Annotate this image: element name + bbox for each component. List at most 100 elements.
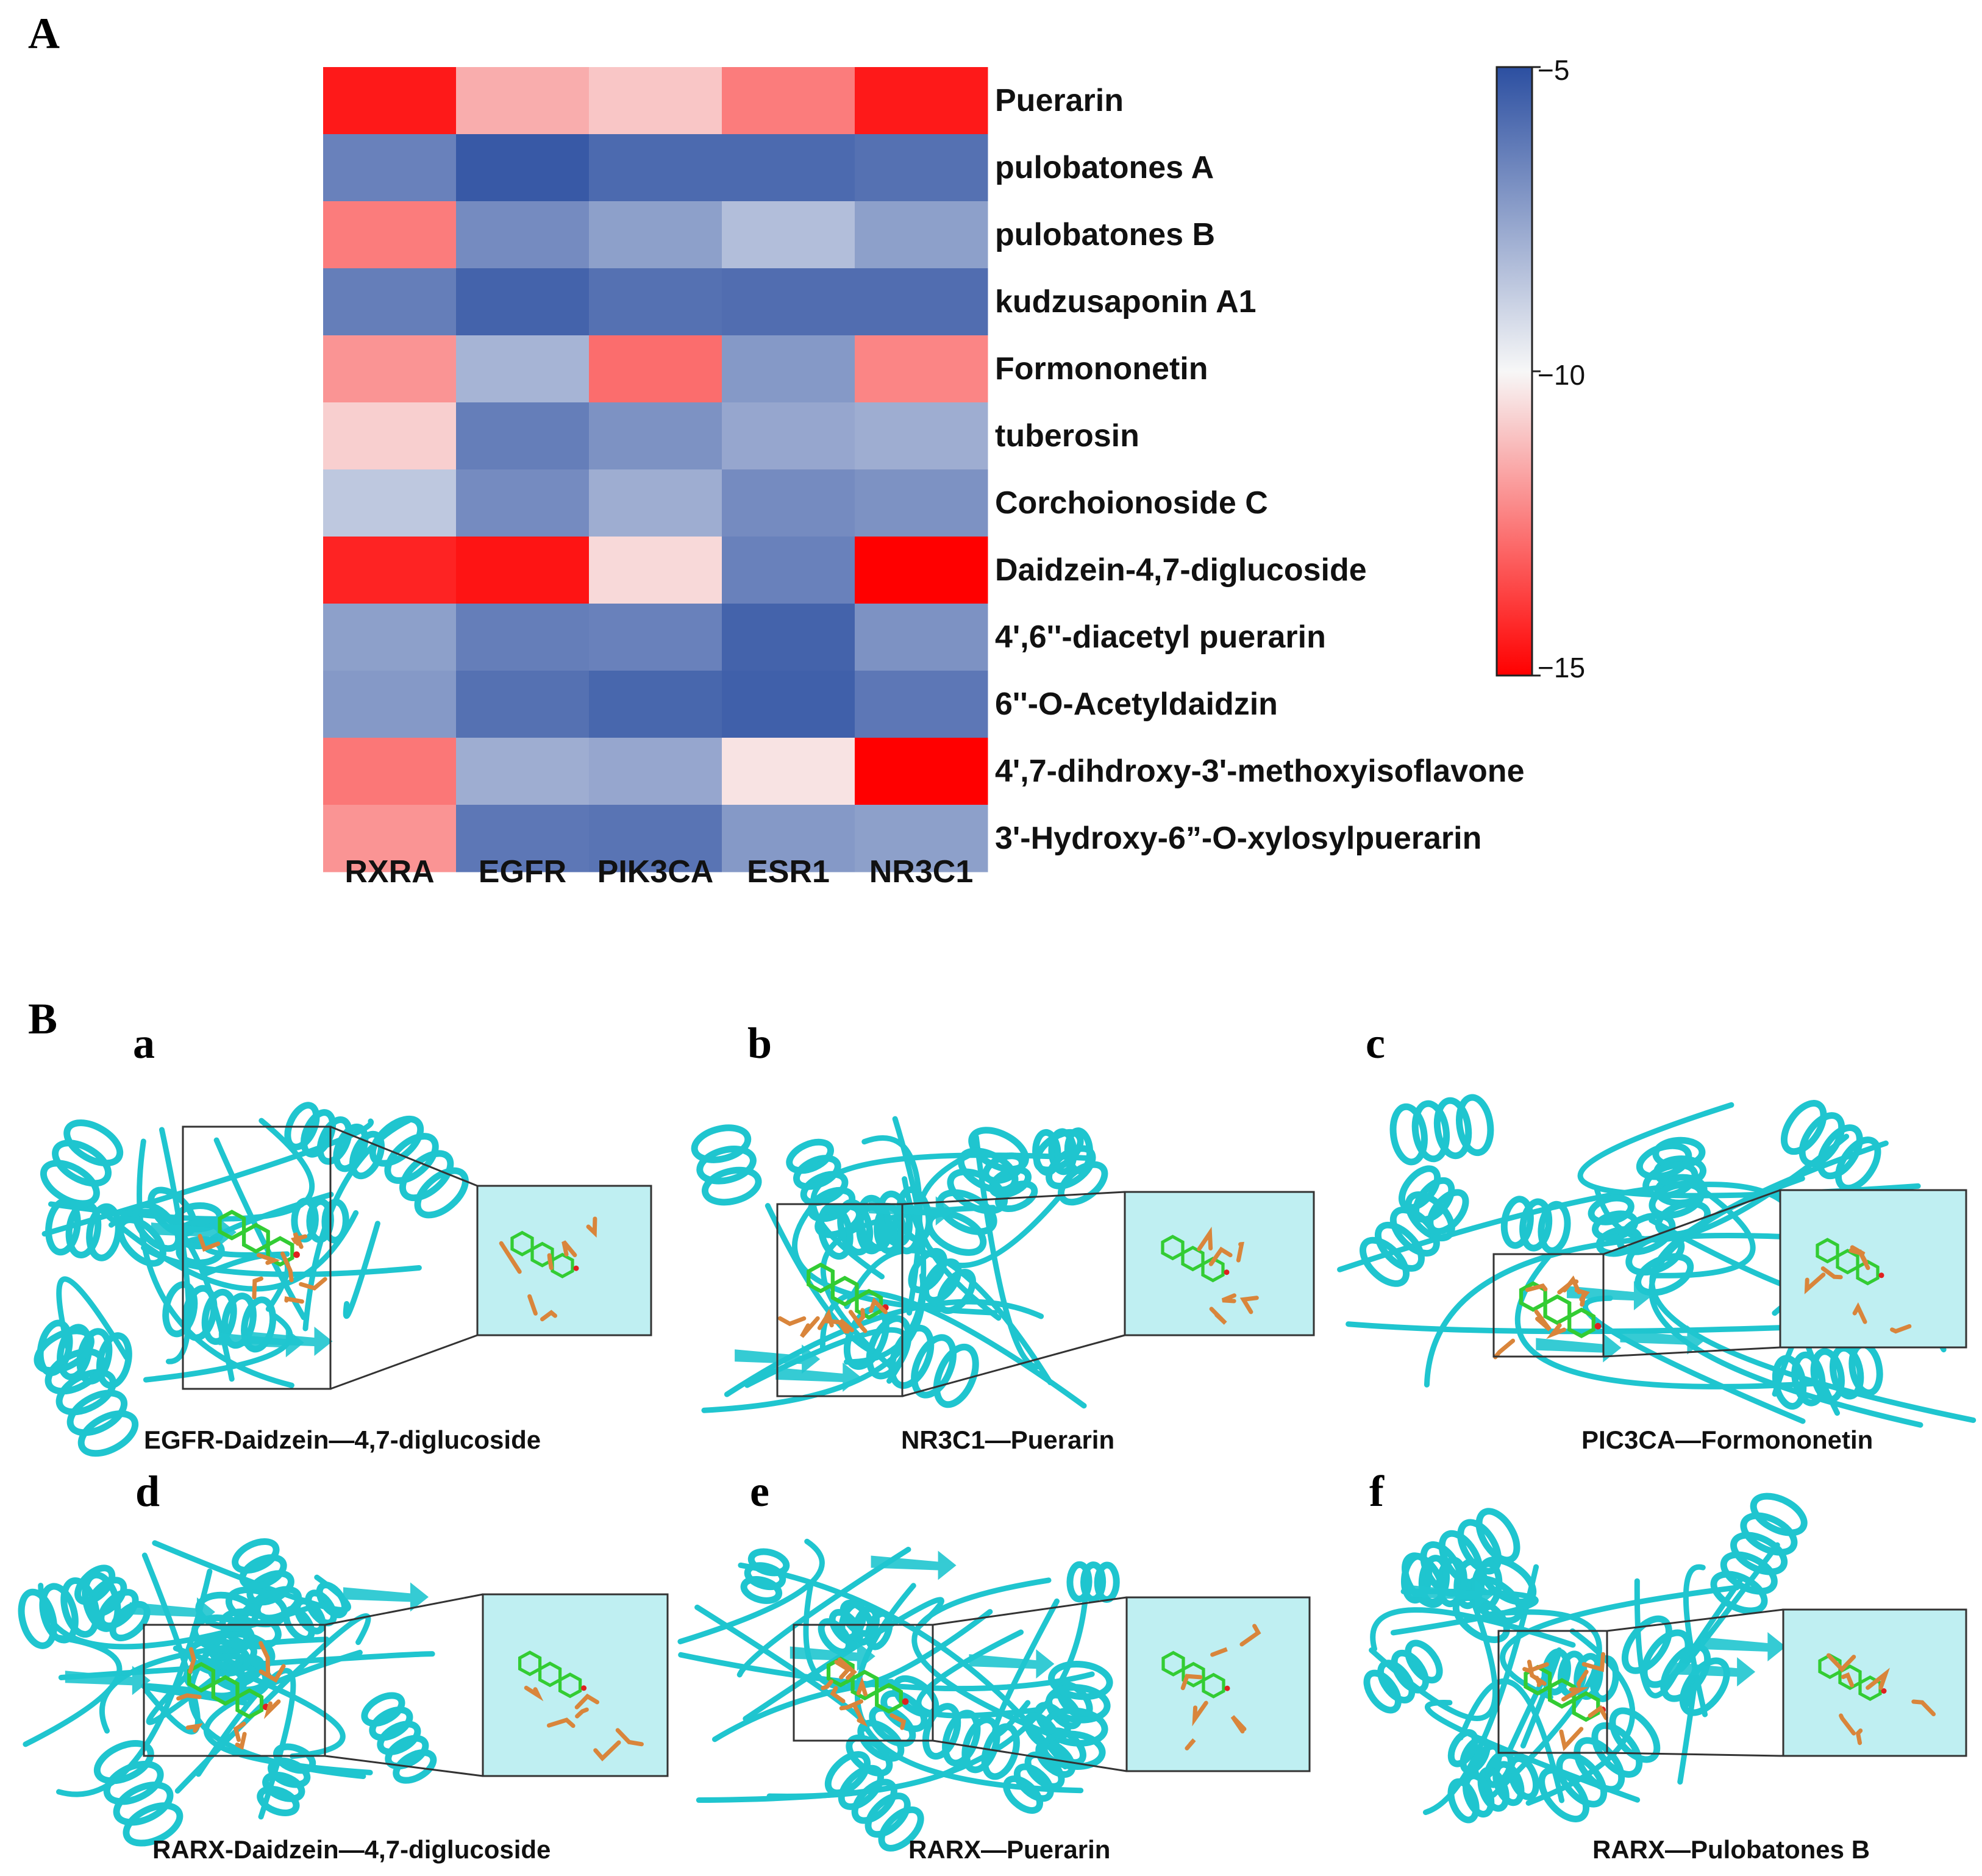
heatmap-cell <box>855 738 988 805</box>
heatmap-cell <box>589 671 722 738</box>
protein-structure <box>18 1538 437 1847</box>
inset-image <box>1125 1596 1311 1772</box>
heatmap-cell <box>855 67 988 135</box>
docking-panel <box>18 1538 669 1847</box>
subpanel-letter-a: a <box>133 1019 155 1068</box>
column-label: NR3C1 <box>869 854 974 890</box>
residue-sticks <box>1180 1624 1261 1750</box>
zoom-connector <box>324 1593 483 1626</box>
docking-panel <box>691 1116 1315 1413</box>
docking-panel <box>1363 1493 1967 1824</box>
heatmap-cell <box>456 537 590 604</box>
zoom-connector <box>1603 1189 1781 1255</box>
docking-caption-e: RARX—Puerarin <box>908 1835 1111 1864</box>
heatmap-cell <box>722 469 855 537</box>
row-label: Puerarin <box>995 83 1124 118</box>
heatmap-cell <box>722 201 855 269</box>
heatmap-cell <box>722 335 855 403</box>
docking-caption-b: NR3C1—Puerarin <box>901 1425 1115 1454</box>
residue-sticks <box>1804 1245 1912 1334</box>
residue-sticks <box>176 1641 286 1750</box>
heatmap-cell <box>722 67 855 135</box>
zoom-connector <box>330 1125 478 1187</box>
heatmap-cell <box>855 134 988 202</box>
protein-structure <box>1363 1493 1808 1824</box>
zoom-box <box>1492 1253 1605 1358</box>
heatmap-cell <box>722 134 855 202</box>
zoom-connector <box>902 1191 1125 1205</box>
heatmap-cell <box>589 537 722 604</box>
heatmap-cell <box>323 805 457 872</box>
residue-sticks <box>198 1232 327 1304</box>
heatmap-cell <box>323 134 457 202</box>
heatmap-cell <box>323 738 457 805</box>
heatmap-cell <box>855 671 988 738</box>
ligand <box>510 1230 579 1279</box>
zoom-connector <box>330 1334 478 1390</box>
subpanel-letter-e: e <box>750 1467 769 1516</box>
row-label: tuberosin <box>995 418 1139 454</box>
inset-image <box>476 1185 652 1336</box>
heatmap-cell <box>456 469 590 537</box>
zoom-box <box>182 1125 332 1390</box>
ligand <box>1519 1281 1602 1338</box>
heatmap-cell <box>722 268 855 336</box>
heatmap-cell <box>323 402 457 470</box>
column-label: PIK3CA <box>597 854 714 890</box>
heatmap-cell <box>456 604 590 671</box>
heatmap-cell <box>855 469 988 537</box>
colorbar <box>1495 66 1533 677</box>
row-label: Daidzein-4,7-diglucoside <box>995 552 1367 588</box>
heatmap-cell <box>589 805 722 872</box>
heatmap-cell <box>589 268 722 336</box>
inset-image <box>1779 1189 1967 1349</box>
heatmap-cell <box>855 335 988 403</box>
heatmap-cell <box>722 537 855 604</box>
docking-caption-c: PIC3CA—Formononetin <box>1581 1425 1873 1454</box>
heatmap <box>323 66 1541 872</box>
row-label: pulobatones B <box>995 217 1216 252</box>
heatmap-cell <box>323 67 457 135</box>
zoom-connector <box>1606 1752 1784 1757</box>
heatmap-cell <box>855 268 988 336</box>
protein-structure <box>691 1116 1108 1413</box>
docking-caption-a: EGFR-Daidzein—4,7-diglucoside <box>144 1425 541 1454</box>
heatmap-cell <box>589 201 722 269</box>
heatmap-cell <box>722 738 855 805</box>
zoom-box <box>143 1624 326 1757</box>
zoom-connector <box>902 1334 1125 1397</box>
row-label: kudzusaponin A1 <box>995 284 1257 319</box>
heatmap-cell <box>456 402 590 470</box>
zoom-box <box>1497 1630 1608 1754</box>
row-label: 3'-Hydroxy-6”-O-xylosylpuerarin <box>995 821 1482 856</box>
panel-b-label: B <box>28 994 58 1043</box>
zoom-connector <box>1603 1346 1781 1358</box>
heatmap-cell <box>722 402 855 470</box>
colorbar-tick-label: −15 <box>1538 652 1586 683</box>
zoom-connector <box>932 1596 1127 1626</box>
colorbar-tick-label: −10 <box>1538 359 1586 391</box>
heatmap-cell <box>323 201 457 269</box>
residue-sticks <box>821 1657 907 1730</box>
residue-sticks <box>1493 1275 1590 1360</box>
heatmap-cell <box>855 604 988 671</box>
residue-sticks <box>524 1685 644 1761</box>
zoom-box <box>776 1203 904 1397</box>
inset-image <box>482 1593 669 1777</box>
docking-caption-f: RARX—Pulobatones B <box>1592 1835 1870 1864</box>
row-label: Corchoionoside C <box>995 485 1268 521</box>
heatmap-cell <box>323 335 457 403</box>
zoom-connector <box>932 1739 1127 1772</box>
heatmap-cell <box>323 469 457 537</box>
heatmap-cell <box>456 67 590 135</box>
residue-sticks <box>499 1216 597 1322</box>
column-label: RXRA <box>344 854 435 890</box>
heatmap-cell <box>589 469 722 537</box>
residue-sticks <box>1197 1227 1259 1325</box>
subpanel-letter-d: d <box>135 1467 160 1516</box>
row-label: pulobatones A <box>995 150 1214 185</box>
ligand <box>187 1661 269 1719</box>
heatmap-cell <box>722 604 855 671</box>
zoom-connector <box>1606 1608 1784 1632</box>
